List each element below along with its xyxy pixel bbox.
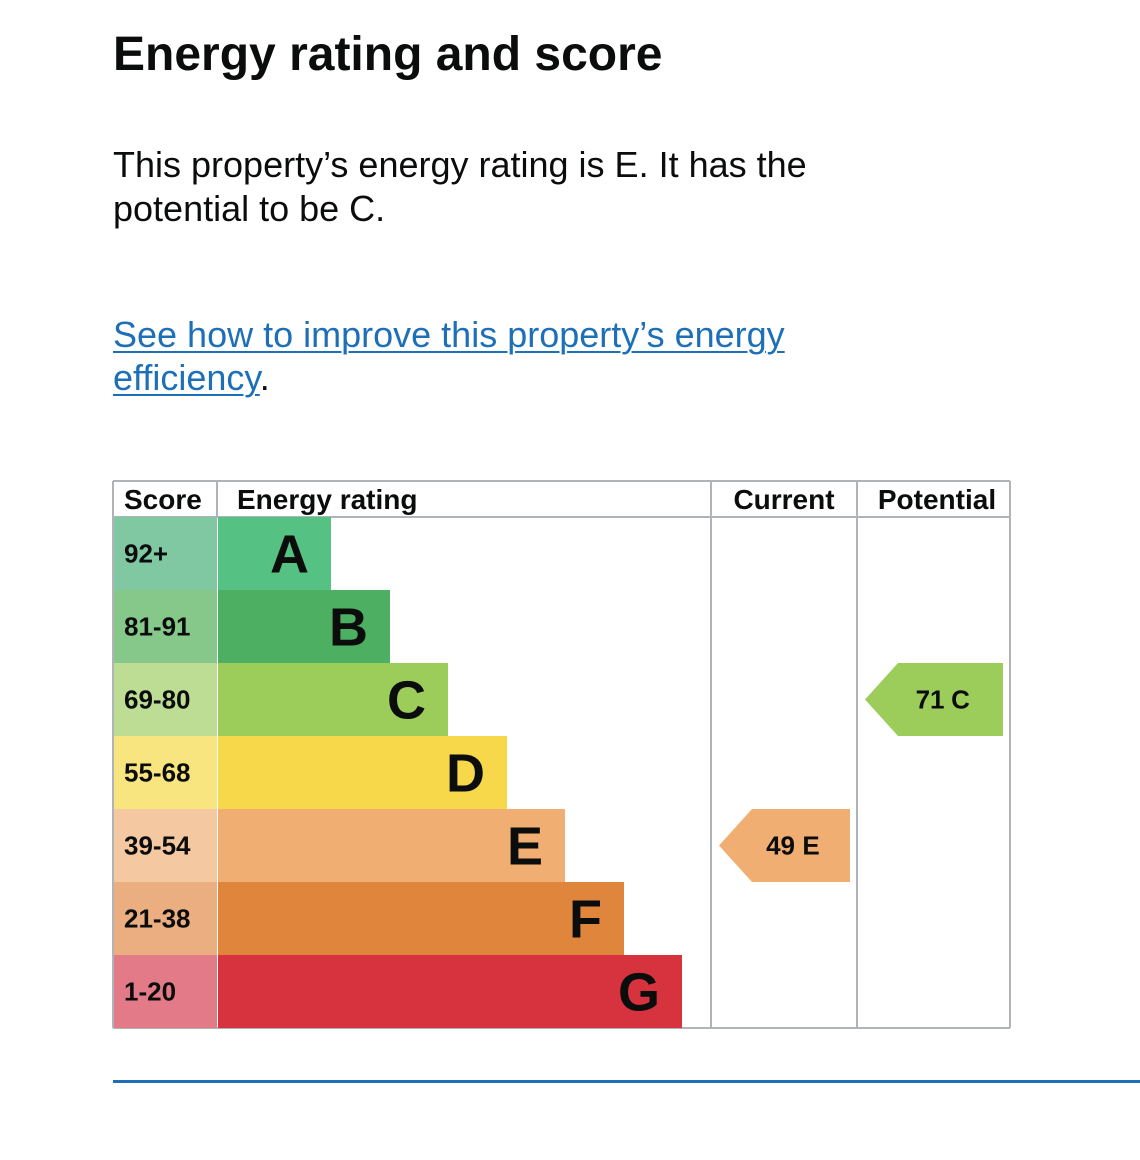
rating-bar — [218, 517, 331, 590]
score-cell — [114, 955, 217, 1028]
score-cell — [114, 736, 217, 809]
rating-bar — [218, 663, 448, 736]
score-cell — [114, 663, 217, 736]
score-cell — [114, 590, 217, 663]
score-label: 81-91 — [124, 612, 191, 642]
score-label: 92+ — [124, 539, 168, 569]
potential-rating-marker: 71 C — [865, 663, 1003, 736]
rating-letter: B — [329, 598, 368, 658]
header-energy-rating: Energy rating — [237, 484, 417, 515]
score-label: 39-54 — [124, 831, 191, 861]
table-grid — [112, 480, 1011, 1029]
rating-bar — [218, 809, 565, 882]
rating-summary: This property’s energy rating is E. It h… — [113, 144, 807, 229]
band-row-d: 55-68 D — [114, 736, 507, 809]
score-cell — [114, 882, 217, 955]
rating-letter: D — [446, 744, 485, 804]
band-row-e: 39-54 E — [114, 809, 565, 882]
header-score: Score — [124, 484, 202, 515]
link-suffix: . — [259, 357, 270, 398]
score-cell — [114, 809, 217, 882]
rating-bar — [218, 590, 390, 663]
header-potential: Potential — [878, 484, 996, 515]
rating-letter: A — [270, 525, 309, 585]
rating-bar — [218, 736, 507, 809]
score-cell — [114, 517, 217, 590]
score-label: 1-20 — [124, 977, 176, 1007]
score-label: 21-38 — [124, 904, 191, 934]
current-marker-letter: E — [802, 831, 819, 861]
potential-marker-score: 71 — [916, 685, 945, 715]
page-title: Energy rating and score — [113, 28, 663, 81]
current-rating-marker: 49 E — [719, 809, 850, 882]
improve-efficiency-link[interactable]: See how to improve this property’s energ… — [113, 314, 785, 398]
band-row-f: 21-38 F — [114, 882, 624, 955]
score-label: 69-80 — [124, 685, 191, 715]
rating-bar — [218, 882, 624, 955]
band-row-c: 69-80 C — [114, 663, 448, 736]
potential-marker-letter: C — [951, 685, 970, 715]
rating-markers: 49 E71 C — [719, 663, 1003, 882]
current-marker-arrow — [719, 809, 850, 882]
rating-bands: 92+ A 81-91 B 69-80 C 55-68 D 39-54 E 21-38 F 1-20 G — [114, 517, 682, 1028]
potential-marker-arrow — [865, 663, 1003, 736]
rating-bar — [218, 955, 682, 1028]
current-marker-score: 49 — [766, 831, 795, 861]
rating-letter: C — [387, 671, 426, 731]
section-divider — [113, 1080, 1140, 1083]
rating-letter: E — [507, 817, 543, 877]
band-row-g: 1-20 G — [114, 955, 682, 1028]
improve-link-paragraph: See how to improve this property’s energ… — [113, 313, 913, 399]
band-row-a: 92+ A — [114, 517, 331, 590]
band-row-b: 81-91 B — [114, 590, 390, 663]
rating-letter: F — [569, 890, 602, 950]
score-label: 55-68 — [124, 758, 191, 788]
rating-letter: G — [618, 963, 660, 1023]
header-current: Current — [733, 484, 834, 515]
